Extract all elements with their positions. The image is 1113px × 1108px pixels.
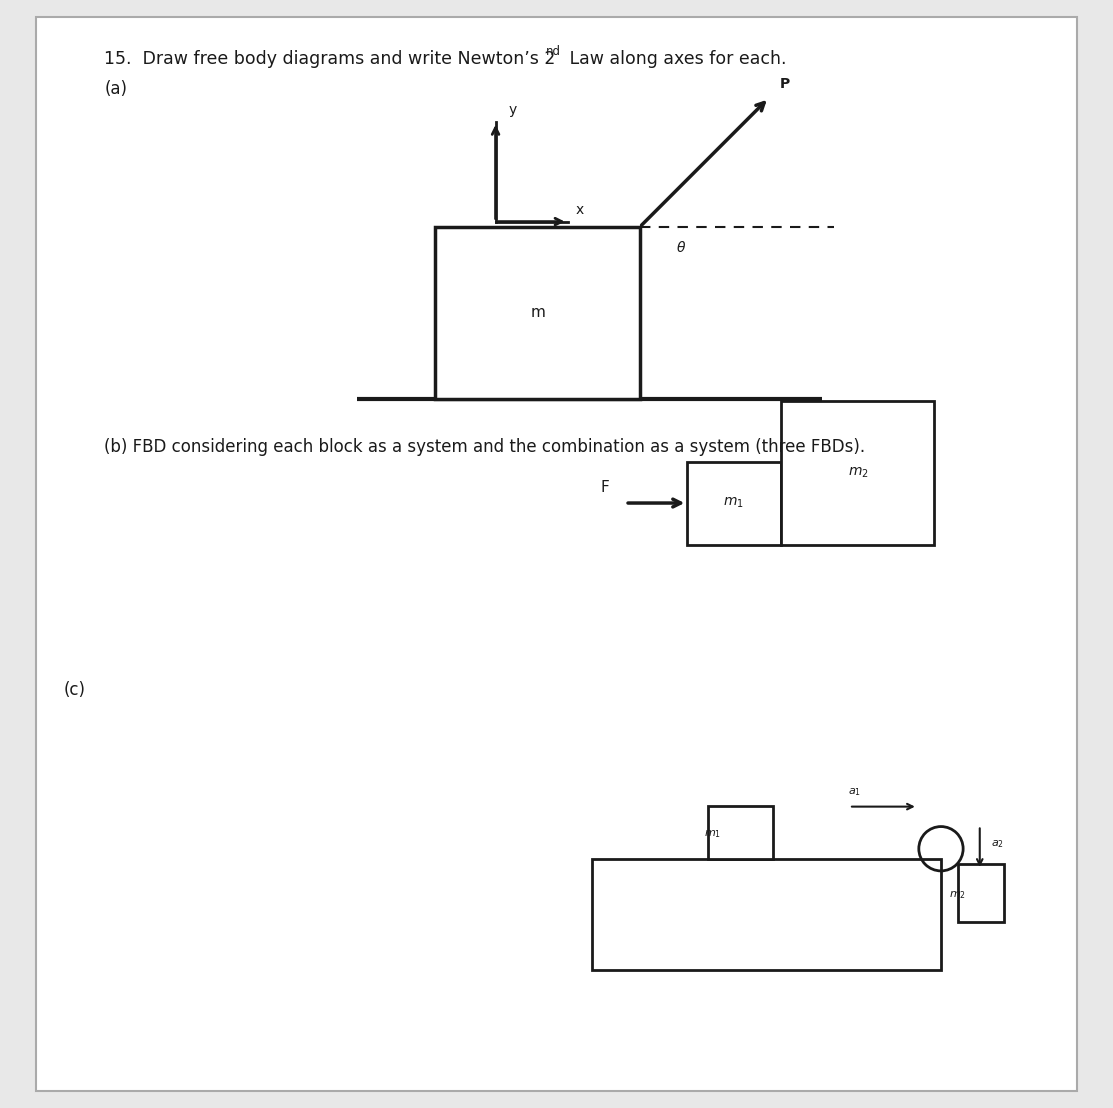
Text: nd: nd: [546, 45, 561, 59]
Bar: [687, 462, 781, 545]
Text: $m_2$: $m_2$: [949, 890, 966, 901]
Text: Law along axes for each.: Law along axes for each.: [564, 50, 787, 68]
FancyBboxPatch shape: [36, 17, 1077, 1091]
Text: $m_1$: $m_1$: [705, 829, 721, 840]
Text: F: F: [601, 480, 610, 495]
Text: 15.  Draw free body diagrams and write Newton’s 2: 15. Draw free body diagrams and write Ne…: [105, 50, 555, 68]
Text: m: m: [530, 305, 545, 320]
Text: $a_2$: $a_2$: [991, 839, 1004, 850]
Text: P: P: [780, 78, 790, 91]
Text: $m_2$: $m_2$: [847, 466, 868, 480]
Bar: [957, 864, 1004, 922]
Bar: [781, 401, 934, 545]
Bar: [434, 227, 640, 399]
Bar: [592, 859, 940, 970]
Text: x: x: [575, 203, 583, 217]
Text: (b) FBD considering each block as a system and the combination as a system (thre: (b) FBD considering each block as a syst…: [105, 438, 866, 455]
Text: $m_1$: $m_1$: [723, 496, 745, 510]
Text: $\theta$: $\theta$: [677, 240, 687, 256]
Bar: [708, 806, 772, 859]
Text: y: y: [509, 103, 518, 117]
Text: (a): (a): [105, 80, 127, 98]
Text: $a_1$: $a_1$: [848, 786, 861, 798]
Text: (c): (c): [63, 681, 86, 699]
